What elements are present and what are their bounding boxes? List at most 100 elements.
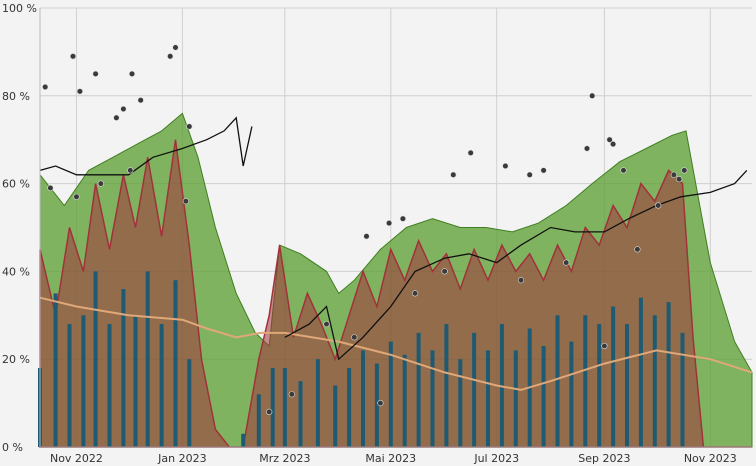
x-tick-label: Mrz 2023 — [259, 452, 310, 465]
scatter-point — [450, 171, 457, 178]
scatter-point — [517, 277, 525, 284]
scatter-point — [69, 53, 77, 60]
blue-bar — [256, 394, 261, 447]
scatter-point — [182, 198, 189, 205]
series-layer — [38, 44, 753, 448]
scatter-point — [76, 88, 83, 95]
scatter-point — [351, 334, 358, 341]
blue-bar — [638, 297, 643, 447]
scatter-point — [323, 321, 330, 328]
y-tick-label: 40 % — [2, 265, 30, 278]
scatter-point — [681, 167, 688, 174]
scatter-point — [634, 246, 641, 253]
x-tick-label: Sep 2023 — [578, 452, 630, 465]
blue-bar — [333, 385, 338, 447]
blue-bar — [513, 350, 518, 447]
scatter-point — [266, 408, 273, 416]
y-tick-label: 60 % — [2, 178, 30, 191]
scatter-point — [120, 105, 127, 113]
scatter-point — [609, 141, 617, 148]
scatter-point — [363, 233, 370, 240]
scatter-point — [540, 167, 547, 174]
blue-bar — [652, 315, 657, 447]
scatter-point — [386, 220, 393, 227]
blue-bar — [361, 350, 365, 447]
blue-bar — [270, 368, 275, 447]
scatter-point — [620, 167, 627, 174]
scatter-point — [563, 259, 570, 266]
x-tick-label: Mai 2023 — [365, 452, 416, 465]
scatter-point — [127, 167, 134, 174]
scatter-point — [288, 391, 295, 398]
x-tick-label: Jul 2023 — [473, 452, 519, 465]
blue-bar — [121, 289, 126, 447]
blue-bar — [625, 324, 629, 447]
blue-bar — [347, 368, 352, 447]
scatter-point — [137, 97, 144, 104]
orange-line — [39, 296, 753, 391]
y-tick-label: 80 % — [2, 90, 30, 103]
blue-bar — [53, 293, 58, 447]
scatter-point — [670, 171, 678, 178]
blue-bar — [107, 324, 112, 447]
blue-bar — [81, 315, 86, 447]
blue-bar — [133, 315, 138, 447]
blue-bar — [597, 324, 602, 447]
x-tick-label: Nov 2023 — [684, 452, 737, 465]
red-series-area — [39, 139, 752, 448]
scatter-point — [467, 149, 474, 156]
scatter-point — [167, 53, 174, 60]
x-tick-label: Jan 2023 — [157, 452, 206, 465]
scatter-point — [526, 171, 533, 178]
scatter-point — [172, 44, 179, 51]
blue-bar — [159, 324, 164, 447]
blue-bar — [388, 341, 393, 447]
blue-bar — [444, 324, 449, 447]
scatter-point — [655, 202, 662, 209]
blue-bar — [611, 306, 616, 447]
scatter-point — [42, 83, 49, 91]
blue-bar — [666, 302, 671, 447]
blue-bar — [187, 359, 192, 447]
scatter-point — [675, 176, 683, 183]
blue-bar — [173, 280, 178, 447]
blue-bar — [430, 350, 435, 447]
scatter-point — [589, 92, 596, 99]
y-tick-label: 0 % — [2, 441, 23, 454]
blue-bar — [315, 359, 320, 447]
scatter-point — [441, 268, 448, 275]
scatter-point — [583, 145, 591, 152]
scatter-point — [128, 70, 136, 77]
blue-bar — [541, 346, 546, 447]
scatter-point — [502, 162, 509, 170]
blue-bar — [298, 381, 303, 447]
blue-bar — [416, 332, 421, 447]
blue-bar — [458, 359, 463, 447]
scatter-point — [97, 180, 104, 187]
blue-bar — [583, 315, 588, 447]
blue-bar — [680, 332, 685, 447]
black-line-segment-2 — [284, 169, 748, 361]
blue-bar — [67, 324, 72, 447]
blue-bar — [282, 368, 287, 447]
blue-bar — [555, 315, 560, 447]
blue-bar — [486, 350, 490, 447]
black-line-segment-1 — [39, 116, 253, 176]
blue-bar — [241, 433, 246, 447]
scatter-point — [92, 70, 99, 77]
scatter-point — [186, 123, 193, 130]
scatter-point — [606, 136, 613, 143]
blue-bar — [374, 363, 379, 447]
scatter-point — [377, 400, 384, 407]
blue-bar — [145, 271, 150, 447]
blue-bar — [569, 341, 574, 447]
x-tick-label: Nov 2022 — [50, 452, 103, 465]
scatter-point — [412, 290, 419, 297]
blue-bar — [472, 332, 477, 447]
scatter-point — [47, 184, 54, 192]
y-tick-label: 20 % — [2, 353, 30, 366]
scatter-point — [399, 215, 407, 222]
